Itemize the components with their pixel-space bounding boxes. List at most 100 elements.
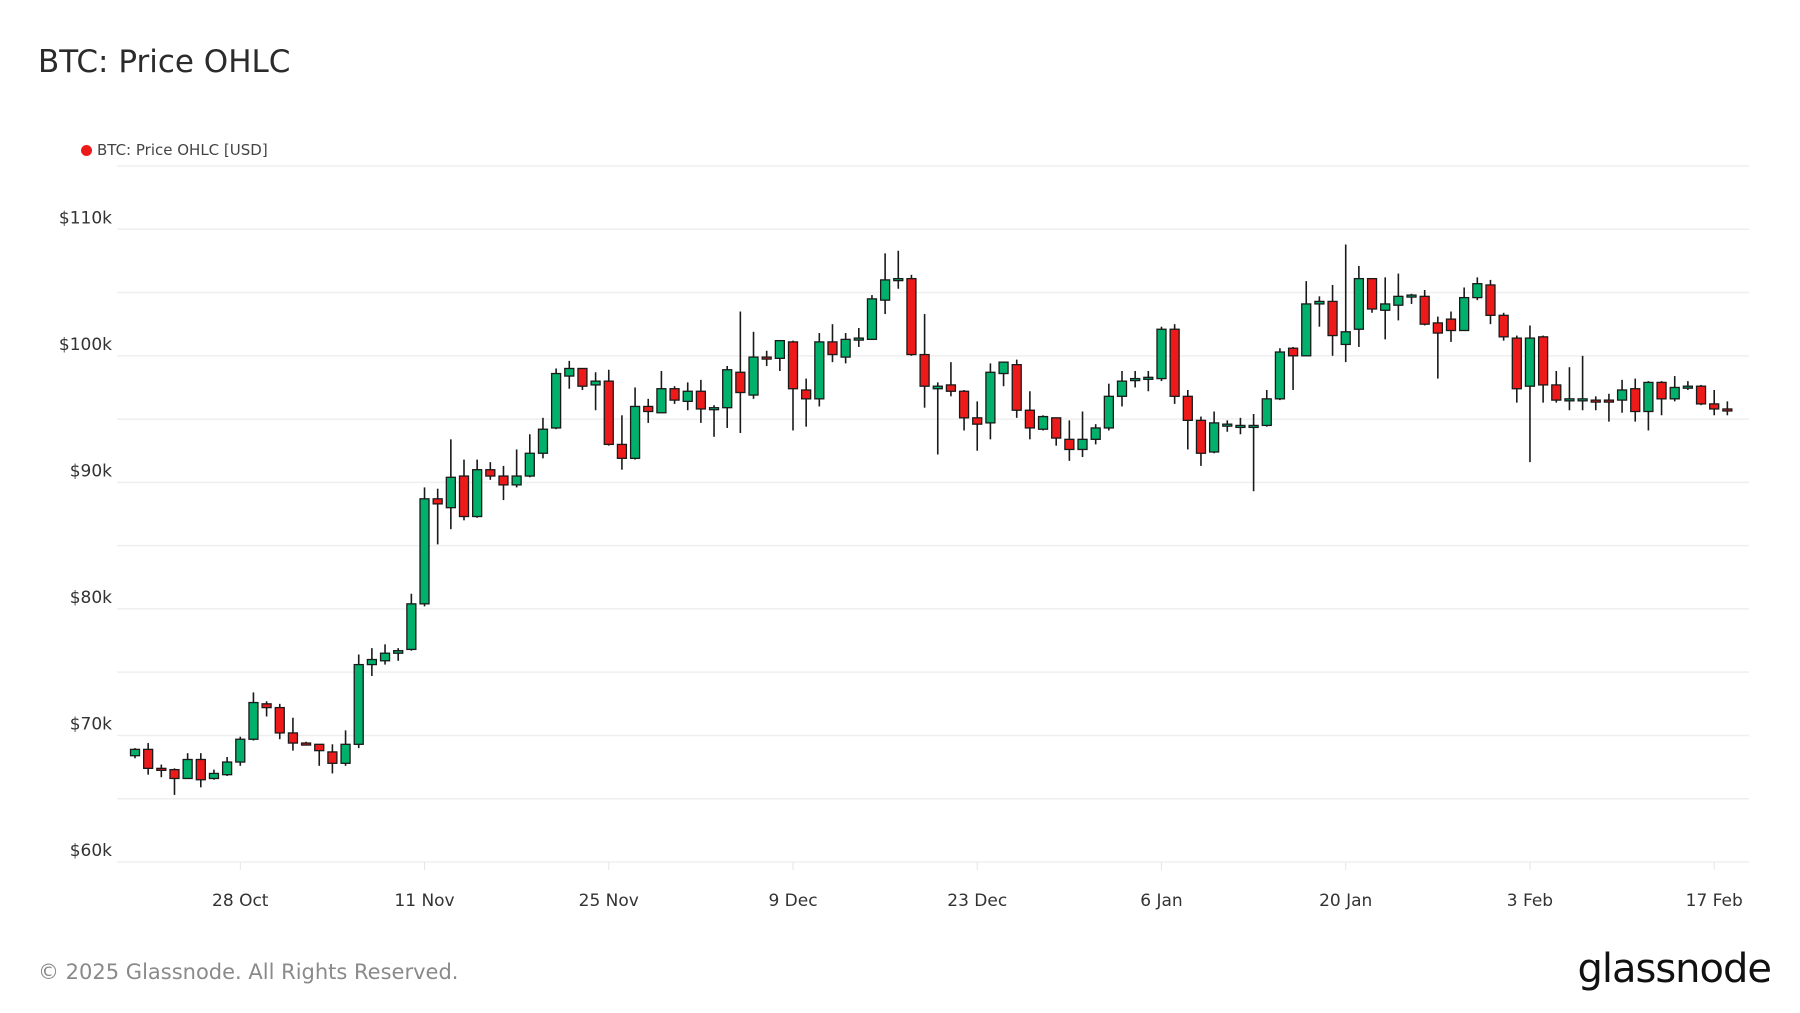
- candle[interactable]: [840, 333, 851, 364]
- candle[interactable]: [143, 743, 154, 775]
- candle[interactable]: [1090, 424, 1101, 445]
- candle[interactable]: [735, 311, 746, 434]
- candle[interactable]: [656, 371, 667, 414]
- candle[interactable]: [1353, 265, 1365, 347]
- candle[interactable]: [1472, 277, 1483, 301]
- candle[interactable]: [1485, 279, 1496, 325]
- candle[interactable]: [1722, 401, 1733, 416]
- candle[interactable]: [1616, 379, 1628, 413]
- candle[interactable]: [472, 459, 483, 518]
- candle[interactable]: [1235, 417, 1246, 435]
- candle[interactable]: [893, 250, 904, 289]
- candle[interactable]: [972, 401, 983, 451]
- candle[interactable]: [1156, 326, 1167, 382]
- candle[interactable]: [748, 331, 759, 399]
- candle[interactable]: [274, 703, 285, 740]
- candle[interactable]: [314, 743, 325, 766]
- candle[interactable]: [985, 363, 996, 440]
- candle[interactable]: [1011, 359, 1022, 418]
- candle[interactable]: [353, 654, 364, 749]
- candle[interactable]: [1130, 371, 1141, 388]
- candle[interactable]: [1511, 335, 1522, 403]
- candle[interactable]: [814, 333, 825, 407]
- candle[interactable]: [485, 462, 496, 480]
- candle[interactable]: [590, 372, 601, 411]
- candle[interactable]: [1406, 293, 1417, 304]
- candle[interactable]: [1024, 391, 1036, 440]
- candle[interactable]: [1603, 393, 1615, 422]
- candle[interactable]: [1537, 335, 1549, 403]
- candle[interactable]: [695, 379, 707, 423]
- candle[interactable]: [366, 648, 378, 676]
- candle[interactable]: [1590, 396, 1601, 411]
- candle[interactable]: [1287, 346, 1299, 390]
- candle[interactable]: [287, 717, 299, 751]
- candle[interactable]: [300, 741, 312, 746]
- candle[interactable]: [1077, 411, 1088, 458]
- candle[interactable]: [945, 362, 957, 397]
- candle[interactable]: [208, 769, 220, 780]
- candle[interactable]: [340, 730, 351, 766]
- candle[interactable]: [708, 405, 720, 437]
- candle[interactable]: [1103, 383, 1114, 431]
- candle[interactable]: [1366, 277, 1378, 313]
- candle[interactable]: [853, 327, 864, 347]
- candle[interactable]: [1551, 371, 1562, 403]
- candle[interactable]: [1182, 389, 1193, 450]
- candle[interactable]: [1064, 420, 1075, 461]
- candle[interactable]: [235, 736, 246, 766]
- candle[interactable]: [261, 701, 272, 717]
- candle[interactable]: [129, 748, 141, 759]
- candle[interactable]: [195, 753, 206, 788]
- candle[interactable]: [998, 361, 1009, 387]
- candle[interactable]: [445, 439, 456, 530]
- candle[interactable]: [419, 487, 430, 607]
- candle[interactable]: [1393, 273, 1404, 321]
- candle[interactable]: [827, 324, 838, 363]
- candle[interactable]: [1195, 416, 1207, 466]
- candle[interactable]: [643, 398, 654, 423]
- candle[interactable]: [169, 768, 180, 795]
- candle[interactable]: [1498, 312, 1509, 341]
- candle[interactable]: [1643, 381, 1654, 431]
- candle[interactable]: [787, 340, 799, 431]
- legend[interactable]: BTC: Price OHLC [USD]: [81, 141, 268, 159]
- candle[interactable]: [537, 417, 549, 459]
- candles[interactable]: [129, 244, 1733, 795]
- candle[interactable]: [327, 744, 338, 774]
- candle[interactable]: [1116, 371, 1128, 407]
- candle[interactable]: [1459, 287, 1470, 332]
- candle[interactable]: [1222, 420, 1233, 432]
- candle[interactable]: [577, 367, 588, 390]
- candle[interactable]: [1709, 389, 1720, 416]
- candle[interactable]: [919, 314, 930, 408]
- candle[interactable]: [458, 459, 470, 521]
- candle[interactable]: [866, 295, 878, 341]
- candle[interactable]: [432, 488, 443, 545]
- candle[interactable]: [393, 648, 404, 661]
- candle[interactable]: [1327, 284, 1338, 356]
- candle[interactable]: [1314, 296, 1325, 327]
- candle[interactable]: [1564, 367, 1575, 411]
- candle[interactable]: [1445, 311, 1457, 342]
- candle[interactable]: [524, 434, 535, 478]
- candle[interactable]: [1261, 389, 1272, 427]
- candle[interactable]: [1577, 355, 1588, 411]
- candle[interactable]: [1630, 378, 1641, 422]
- candle[interactable]: [932, 382, 943, 455]
- candle[interactable]: [564, 360, 575, 389]
- candle[interactable]: [682, 382, 693, 411]
- candle[interactable]: [511, 449, 522, 488]
- candle[interactable]: [906, 274, 917, 356]
- candle[interactable]: [1274, 348, 1286, 401]
- candle[interactable]: [1432, 316, 1443, 379]
- candle[interactable]: [629, 387, 641, 460]
- candle[interactable]: [550, 368, 562, 430]
- candle[interactable]: [761, 350, 772, 366]
- candle[interactable]: [1340, 244, 1351, 363]
- candle[interactable]: [1037, 415, 1049, 431]
- candle[interactable]: [1169, 324, 1180, 404]
- candle[interactable]: [1419, 290, 1430, 326]
- candle[interactable]: [958, 389, 970, 431]
